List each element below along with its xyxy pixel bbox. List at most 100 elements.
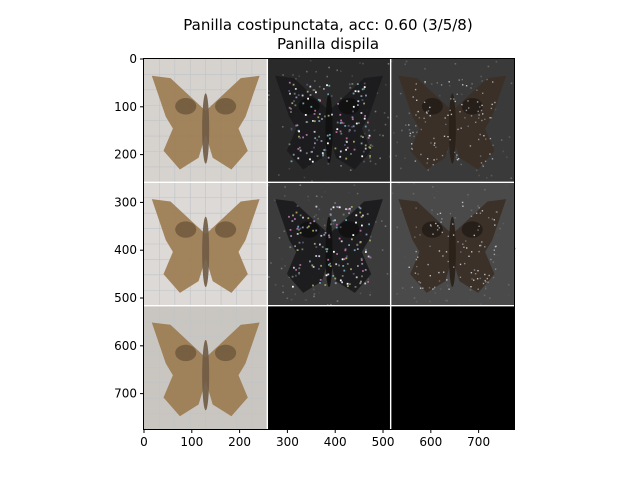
noise-speck (384, 123, 387, 126)
noise-speck (329, 137, 331, 140)
noise-speck (296, 205, 299, 207)
noise-speck (364, 269, 367, 271)
noise-speck (348, 244, 350, 246)
noise-speck (416, 99, 418, 101)
noise-speck (474, 273, 477, 275)
noise-speck (292, 74, 294, 76)
noise-speck (486, 277, 488, 280)
noise-speck (415, 83, 417, 85)
noise-speck (484, 246, 486, 248)
noise-speck (357, 100, 360, 103)
noise-speck (305, 152, 308, 155)
x-tick-label: 600 (419, 435, 442, 449)
noise-speck (361, 275, 363, 278)
noise-speck (290, 129, 293, 131)
noise-speck (349, 169, 352, 171)
noise-speck (477, 205, 479, 207)
noise-speck (306, 121, 309, 123)
noise-speck (355, 221, 357, 224)
noise-speck (346, 100, 348, 102)
noise-speck (382, 134, 384, 137)
noise-speck (423, 101, 426, 103)
noise-speck (351, 238, 353, 241)
noise-speck (436, 158, 438, 160)
noise-speck (416, 265, 418, 268)
noise-speck (328, 263, 330, 266)
noise-speck (319, 282, 321, 284)
noise-speck (394, 272, 397, 275)
noise-speck (365, 251, 367, 253)
noise-speck (312, 284, 314, 287)
noise-speck (335, 263, 338, 266)
noise-speck (478, 138, 480, 141)
noise-speck (355, 122, 358, 125)
noise-speck (320, 264, 322, 267)
noise-speck (357, 265, 359, 267)
noise-speck (479, 277, 481, 280)
noise-speck (326, 75, 328, 78)
noise-speck (341, 121, 343, 124)
noise-speck (315, 91, 317, 94)
noise-speck (288, 81, 291, 84)
noise-speck (299, 264, 302, 266)
noise-speck (291, 102, 294, 105)
noise-speck (381, 220, 383, 222)
moth-wing-marking (215, 98, 237, 115)
noise-speck (306, 70, 308, 73)
moth-wing-right (205, 322, 260, 417)
noise-speck (369, 239, 371, 242)
noise-speck (470, 87, 472, 89)
noise-speck (366, 213, 369, 215)
noise-speck (438, 280, 441, 282)
noise-speck (360, 280, 362, 283)
noise-speck (431, 193, 433, 196)
noise-speck (299, 227, 302, 230)
noise-speck (294, 104, 297, 107)
noise-speck (456, 154, 458, 156)
noise-speck (448, 81, 450, 83)
noise-speck (379, 157, 381, 160)
noise-speck (484, 279, 486, 282)
noise-speck (357, 90, 360, 93)
noise-speck (290, 298, 293, 301)
noise-speck (296, 233, 299, 235)
noise-speck (408, 124, 410, 126)
noise-speck (473, 269, 476, 271)
noise-speck (363, 102, 365, 105)
noise-speck (359, 292, 362, 295)
noise-speck (350, 153, 352, 155)
x-tick-label: 300 (276, 435, 299, 449)
noise-speck (308, 225, 310, 228)
panel-1-0 (144, 182, 268, 306)
moth-wing-marking (298, 98, 320, 115)
noise-speck (290, 107, 292, 110)
noise-speck (413, 182, 415, 185)
noise-speck (454, 63, 457, 65)
noise-speck (328, 66, 330, 69)
noise-speck (288, 276, 291, 278)
noise-speck (291, 220, 294, 222)
noise-speck (318, 208, 321, 211)
noise-speck (456, 93, 458, 95)
noise-speck (321, 246, 324, 248)
noise-speck (490, 107, 493, 110)
panel-background (267, 305, 391, 429)
noise-speck (444, 299, 447, 302)
noise-speck (368, 146, 371, 149)
noise-speck (330, 303, 332, 306)
noise-speck (401, 129, 403, 132)
moth-body (448, 216, 456, 288)
noise-speck (461, 103, 463, 106)
moth-wing-left (398, 199, 453, 293)
noise-speck (292, 285, 294, 288)
noise-speck (282, 74, 284, 76)
noise-speck (282, 285, 284, 287)
panel-0-1 (267, 59, 392, 184)
noise-speck (483, 294, 486, 297)
panel-1-2 (390, 182, 516, 307)
noise-speck (469, 145, 472, 147)
noise-speck (452, 234, 455, 236)
noise-speck (449, 139, 451, 141)
noise-speck (298, 272, 300, 274)
noise-speck (343, 269, 346, 272)
